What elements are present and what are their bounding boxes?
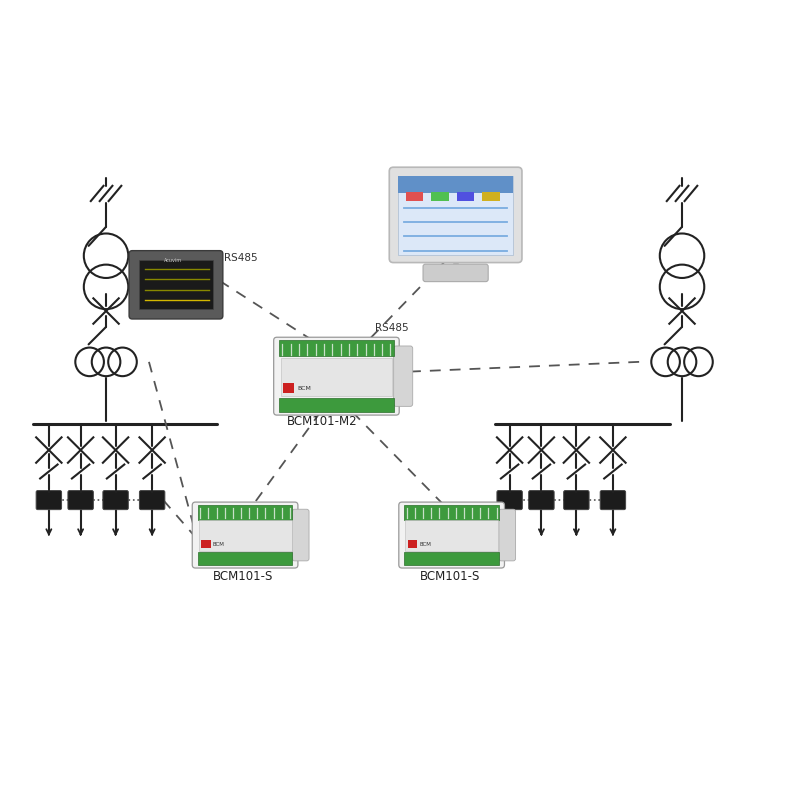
Text: RS485: RS485 [374,323,408,333]
FancyBboxPatch shape [198,506,292,519]
FancyBboxPatch shape [404,506,499,519]
Text: RS485: RS485 [224,253,258,263]
FancyBboxPatch shape [292,510,309,561]
FancyBboxPatch shape [398,176,514,255]
Text: BCM: BCM [298,386,311,390]
FancyBboxPatch shape [281,358,392,396]
FancyBboxPatch shape [283,383,294,393]
Text: BCM: BCM [213,542,225,546]
FancyBboxPatch shape [407,540,417,548]
FancyBboxPatch shape [482,192,500,202]
FancyBboxPatch shape [103,490,128,510]
FancyBboxPatch shape [198,519,291,550]
Text: BCM101-S: BCM101-S [214,570,274,582]
FancyBboxPatch shape [138,260,214,310]
FancyBboxPatch shape [529,490,554,510]
FancyBboxPatch shape [36,490,62,510]
FancyBboxPatch shape [198,552,292,565]
Text: BCM: BCM [419,542,431,546]
FancyBboxPatch shape [390,167,522,262]
FancyBboxPatch shape [457,192,474,202]
FancyBboxPatch shape [404,552,499,565]
FancyBboxPatch shape [398,176,514,194]
FancyBboxPatch shape [423,264,488,282]
FancyBboxPatch shape [394,346,413,406]
Text: BCM101-S: BCM101-S [420,570,480,582]
FancyBboxPatch shape [279,341,394,356]
Text: Acuvim: Acuvim [164,258,182,262]
FancyBboxPatch shape [129,250,223,319]
FancyBboxPatch shape [399,502,505,568]
Text: BCM101-M2: BCM101-M2 [287,415,358,429]
FancyBboxPatch shape [68,490,94,510]
FancyBboxPatch shape [192,502,298,568]
FancyBboxPatch shape [431,192,449,202]
FancyBboxPatch shape [499,510,515,561]
FancyBboxPatch shape [564,490,589,510]
FancyBboxPatch shape [405,519,498,550]
FancyBboxPatch shape [406,192,423,202]
FancyBboxPatch shape [497,490,522,510]
FancyBboxPatch shape [279,398,394,412]
FancyBboxPatch shape [600,490,626,510]
FancyBboxPatch shape [201,540,210,548]
FancyBboxPatch shape [139,490,165,510]
FancyBboxPatch shape [274,338,399,415]
